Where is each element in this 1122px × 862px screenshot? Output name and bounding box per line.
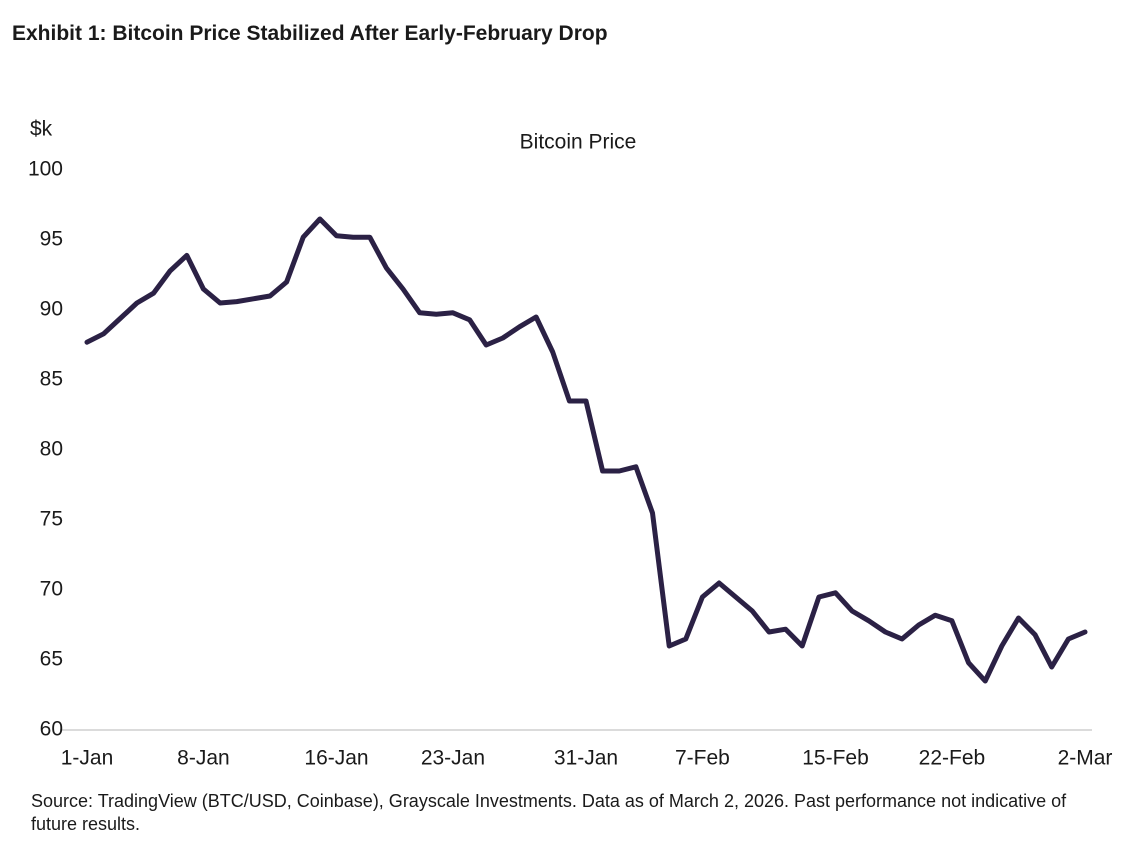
- chart-title: Bitcoin Price: [520, 131, 637, 154]
- x-tick-label: 22-Feb: [919, 747, 986, 770]
- y-tick-label: 70: [40, 578, 63, 601]
- x-tick-label: 23-Jan: [421, 747, 485, 770]
- price-line: [84, 216, 1088, 684]
- y-tick-label: 90: [40, 298, 63, 321]
- y-tick-label: 80: [40, 438, 63, 461]
- y-tick-label: 60: [40, 718, 63, 741]
- x-tick-label: 1-Jan: [61, 747, 114, 770]
- y-tick-label: 75: [40, 508, 63, 531]
- x-tick-label: 15-Feb: [802, 747, 869, 770]
- source-note: Source: TradingView (BTC/USD, Coinbase),…: [31, 791, 1067, 834]
- y-tick-label: 85: [40, 368, 63, 391]
- exhibit-heading: Exhibit 1: Bitcoin Price Stabilized Afte…: [12, 22, 608, 45]
- x-tick-label: 16-Jan: [304, 747, 368, 770]
- y-tick-label: 100: [28, 158, 63, 181]
- x-tick-label: 2-Mar: [1058, 747, 1113, 770]
- x-tick-label: 8-Jan: [177, 747, 230, 770]
- y-tick-label: 65: [40, 648, 63, 671]
- y-axis-label: $k: [30, 118, 53, 141]
- x-tick-label: 31-Jan: [554, 747, 618, 770]
- x-tick-label: 7-Feb: [675, 747, 730, 770]
- y-tick-label: 95: [40, 228, 63, 251]
